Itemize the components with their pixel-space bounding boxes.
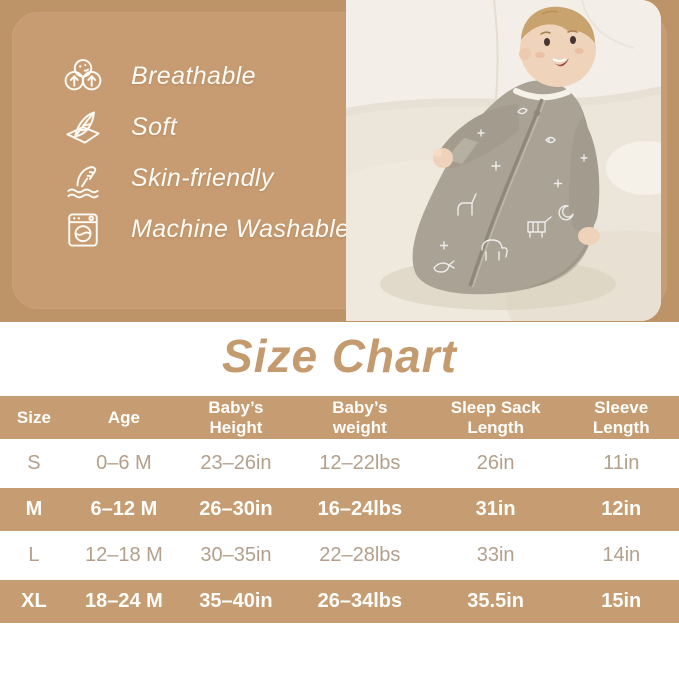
- feather-icon: [60, 105, 106, 151]
- feature-item-machine-washable: Machine Washable: [60, 204, 350, 255]
- hero-section: Breathable Soft: [0, 0, 679, 322]
- table-cell: 6–12 M: [90, 498, 158, 520]
- table-cell: 11in: [603, 452, 640, 474]
- skin-friendly-icon: [60, 156, 106, 202]
- table-cell: 0–6 M: [96, 452, 152, 474]
- feature-label: Breathable: [131, 62, 256, 90]
- size-chart-table: Size Age Baby’s Height Baby’s weight Sle…: [0, 396, 679, 623]
- washing-machine-icon: [60, 207, 106, 253]
- table-cell: 31in: [475, 498, 516, 520]
- table-cell: 15in: [601, 590, 642, 612]
- table-cell: 14in: [602, 544, 641, 566]
- baby-photo-illustration: [346, 0, 661, 321]
- table-row-l: L 12–18 M 30–35in 22–28lbs 33in 14in: [0, 531, 679, 580]
- table-cell: 22–28lbs: [319, 544, 401, 566]
- table-header-row: Size Age Baby’s Height Baby’s weight Sle…: [0, 396, 679, 439]
- breathable-icon: [60, 54, 106, 100]
- table-cell: 12–22lbs: [319, 452, 401, 474]
- feature-label: Machine Washable: [131, 215, 350, 243]
- size-chart-title: Size Chart: [222, 330, 457, 382]
- table-cell: 16–24lbs: [317, 498, 403, 520]
- zipper: [468, 98, 546, 288]
- table-cell: 35–40in: [199, 590, 273, 612]
- animal-print-doodles: [433, 107, 588, 273]
- header-cell-sleeve-length: Sleeve Length: [592, 398, 650, 437]
- table-cell: 26–34lbs: [317, 590, 403, 612]
- header-cell-age: Age: [107, 408, 140, 428]
- table-cell: 26–30in: [199, 498, 273, 520]
- header-cell-size: Size: [16, 408, 51, 428]
- feature-item-breathable: Breathable: [60, 51, 350, 102]
- sleep-sack: [412, 80, 595, 295]
- header-cell-height: Baby’s Height: [208, 398, 264, 437]
- table-cell: S: [27, 452, 41, 474]
- table-cell: M: [25, 498, 43, 520]
- baby-face: [535, 30, 584, 67]
- table-cell: 26in: [476, 452, 515, 474]
- table-cell: 30–35in: [200, 544, 272, 566]
- product-photo: [346, 0, 661, 321]
- table-cell: 18–24 M: [84, 590, 163, 612]
- table-cell: XL: [21, 590, 47, 612]
- baby-hair: [521, 6, 595, 43]
- pillow: [606, 141, 661, 195]
- feature-item-soft: Soft: [60, 102, 350, 153]
- table-row-s: S 0–6 M 23–26in 12–22lbs 26in 11in: [0, 439, 679, 488]
- feature-label: Skin-friendly: [131, 164, 274, 192]
- table-row-m: M 6–12 M 26–30in 16–24lbs 31in 12in: [0, 488, 679, 531]
- table-cell: 12in: [601, 498, 642, 520]
- table-cell: 12–18 M: [84, 544, 163, 566]
- table-cell: 23–26in: [200, 452, 272, 474]
- features-list: Breathable Soft: [60, 51, 350, 255]
- baby: [412, 6, 600, 295]
- table-row-xl: XL 18–24 M 35–40in 26–34lbs 35.5in 15in: [0, 580, 679, 623]
- header-cell-weight: Baby’s weight: [332, 398, 388, 437]
- table-cell: 33in: [476, 544, 515, 566]
- table-cell: L: [28, 544, 40, 566]
- header-cell-sack-length: Sleep Sack Length: [450, 398, 541, 437]
- feature-label: Soft: [131, 113, 178, 141]
- feature-item-skin-friendly: Skin-friendly: [60, 153, 350, 204]
- table-cell: 35.5in: [467, 590, 524, 612]
